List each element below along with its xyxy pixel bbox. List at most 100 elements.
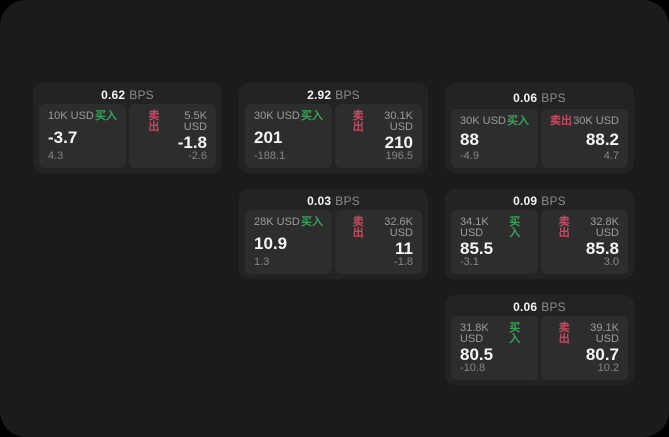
buy-price-value: 80.5 (460, 345, 494, 364)
buy-amount-label: 30K USD (460, 115, 506, 127)
price-panels: 30K USD 买入 201 -188.1 卖出 30.1K USD 210 196.5 (245, 104, 422, 168)
quote-card: 0.03 BPS 28K USD 买入 10.9 1.3 卖出 32.6K USD 11 -1.8 (239, 189, 428, 279)
bps-value: 2.92 (307, 88, 332, 102)
buy-tile-header: 34.1K USD 买入 (460, 217, 529, 239)
bps-unit-label: BPS (335, 88, 360, 102)
bps-value: 0.62 (101, 88, 126, 102)
sell-amount-label: 30.1K USD (384, 110, 413, 133)
sell-side-label: 卖出 (550, 115, 572, 127)
buy-price-value: -3.7 (48, 127, 78, 147)
card-header: 0.62 BPS (39, 88, 216, 102)
bps-unit-label: BPS (541, 300, 566, 314)
sell-sub-value: 3.0 (603, 256, 619, 268)
card-header: 0.06 BPS (451, 300, 628, 314)
sell-price-value: 80.7 (585, 345, 619, 364)
quote-card: 0.06 BPS 31.8K USD 买入 80.5 -10.8 卖出 39.1K USD 80… (445, 295, 634, 385)
bps-unit-label: BPS (541, 194, 566, 208)
buy-tile-header: 30K USD 买入 (254, 111, 323, 122)
quote-card: 2.92 BPS 30K USD 买入 201 -188.1 卖出 30.1K USD 210 1… (239, 83, 428, 173)
card-header: 2.92 BPS (245, 88, 422, 102)
sell-sub-value: -1.8 (394, 256, 413, 268)
sell-price-tile[interactable]: 卖出 32.8K USD 85.8 3.0 (541, 210, 628, 274)
sell-price-tile[interactable]: 卖出 30.1K USD 210 196.5 (335, 104, 422, 168)
buy-sub-value: -4.9 (460, 150, 479, 162)
buy-tile-header: 28K USD 买入 (254, 217, 323, 228)
sell-tile-header: 卖出 32.8K USD (550, 217, 619, 239)
buy-price-tile[interactable]: 34.1K USD 买入 85.5 -3.1 (451, 210, 538, 274)
buy-amount-label: 34.1K USD (460, 216, 489, 239)
sell-amount-label: 30K USD (573, 115, 619, 127)
sell-tile-header: 卖出 32.6K USD (344, 217, 413, 239)
buy-side-label: 买入 (301, 216, 323, 228)
buy-price-value: 88 (460, 130, 479, 149)
sell-price-tile[interactable]: 卖出 39.1K USD 80.7 10.2 (541, 316, 628, 380)
sell-sub-value: 4.7 (603, 150, 619, 162)
bps-unit-label: BPS (129, 88, 154, 102)
sell-amount-label: 32.8K USD (590, 216, 619, 239)
buy-price-value: 201 (254, 127, 283, 147)
price-panels: 10K USD 买入 -3.7 4.3 卖出 5.5K USD -1.8 -2.6 (39, 104, 216, 168)
bps-unit-label: BPS (541, 90, 566, 105)
buy-side-label: 买入 (507, 115, 529, 127)
buy-tile-header: 31.8K USD 买入 (460, 323, 529, 345)
sell-side-label: 卖出 (558, 216, 570, 239)
buy-price-tile[interactable]: 28K USD 买入 10.9 1.3 (245, 210, 332, 274)
sell-side-label: 卖出 (558, 322, 570, 345)
quote-card-grid: 0.62 BPS 10K USD 买入 -3.7 4.3 卖出 5.5K USD -1.8 -2.… (33, 83, 634, 385)
buy-amount-label: 10K USD (48, 110, 94, 122)
buy-sub-value: 1.3 (254, 256, 270, 268)
bps-value: 0.06 (513, 90, 538, 105)
price-panels: 31.8K USD 买入 80.5 -10.8 卖出 39.1K USD 80.7 10.2 (451, 316, 628, 380)
price-panels: 28K USD 买入 10.9 1.3 卖出 32.6K USD 11 -1.8 (245, 210, 422, 274)
sell-tile-header: 卖出 30.1K USD (344, 111, 413, 133)
buy-price-tile[interactable]: 31.8K USD 买入 80.5 -10.8 (451, 316, 538, 380)
sell-price-value: 85.8 (585, 239, 619, 258)
buy-sub-value: 4.3 (48, 150, 64, 162)
sell-side-label: 卖出 (352, 110, 364, 133)
price-panels: 34.1K USD 买入 85.5 -3.1 卖出 32.8K USD 85.8 3.0 (451, 210, 628, 274)
sell-tile-header: 卖出 39.1K USD (550, 323, 619, 345)
sell-amount-label: 39.1K USD (590, 322, 619, 345)
bps-value: 0.09 (513, 194, 538, 208)
buy-sub-value: -3.1 (460, 256, 479, 268)
sell-sub-value: -2.6 (188, 150, 207, 162)
sell-price-tile[interactable]: 卖出 32.6K USD 11 -1.8 (335, 210, 422, 274)
price-panels: 30K USD 买入 88 -4.9 卖出 30K USD 88.2 4.7 (451, 109, 628, 168)
buy-price-value: 10.9 (254, 233, 288, 253)
buy-amount-label: 31.8K USD (460, 322, 489, 345)
sell-side-label: 卖出 (148, 110, 160, 133)
sell-price-value: 88.2 (585, 130, 619, 149)
bps-unit-label: BPS (335, 194, 360, 208)
buy-side-label: 买入 (509, 216, 521, 239)
card-header: 0.06 BPS (451, 88, 628, 107)
buy-sub-value: -188.1 (254, 150, 286, 162)
sell-price-value: -1.8 (177, 133, 207, 152)
sell-price-value: 210 (384, 133, 413, 152)
buy-price-tile[interactable]: 30K USD 买入 201 -188.1 (245, 104, 332, 168)
card-header: 0.03 BPS (245, 194, 422, 208)
sell-tile-header: 卖出 5.5K USD (138, 111, 207, 133)
sell-price-tile[interactable]: 卖出 30K USD 88.2 4.7 (541, 109, 628, 168)
sell-tile-header: 卖出 30K USD (550, 116, 619, 127)
sell-sub-value: 196.5 (385, 150, 413, 162)
sell-sub-value: 10.2 (597, 362, 619, 374)
buy-sub-value: -10.8 (460, 362, 486, 374)
sell-price-value: 11 (395, 239, 413, 258)
sell-side-label: 卖出 (352, 216, 364, 239)
sell-price-tile[interactable]: 卖出 5.5K USD -1.8 -2.6 (129, 104, 216, 168)
buy-side-label: 买入 (509, 322, 521, 345)
buy-price-value: 85.5 (460, 239, 494, 258)
buy-amount-label: 28K USD (254, 216, 300, 228)
card-header: 0.09 BPS (451, 194, 628, 208)
sell-amount-label: 5.5K USD (183, 110, 207, 133)
buy-amount-label: 30K USD (254, 110, 300, 122)
buy-price-tile[interactable]: 10K USD 买入 -3.7 4.3 (39, 104, 126, 168)
bps-value: 0.06 (513, 300, 538, 314)
quote-card: 0.09 BPS 34.1K USD 买入 85.5 -3.1 卖出 32.8K USD 85.… (445, 189, 634, 279)
buy-side-label: 买入 (95, 110, 117, 122)
sell-amount-label: 32.6K USD (384, 216, 413, 239)
buy-side-label: 买入 (301, 110, 323, 122)
buy-price-tile[interactable]: 30K USD 买入 88 -4.9 (451, 109, 538, 168)
bps-value: 0.03 (307, 194, 332, 208)
